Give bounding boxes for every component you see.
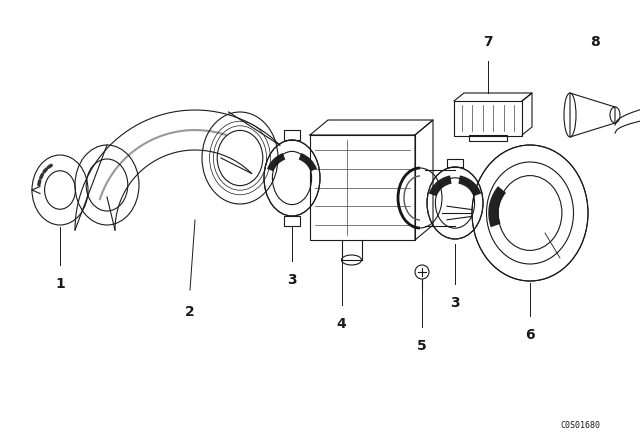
Bar bbox=[454, 101, 522, 136]
Wedge shape bbox=[267, 153, 285, 171]
Bar bbox=[284, 216, 300, 226]
Text: 7: 7 bbox=[483, 35, 493, 49]
Bar bbox=[469, 135, 507, 141]
Wedge shape bbox=[488, 186, 506, 227]
Text: 8: 8 bbox=[590, 35, 600, 49]
Text: 6: 6 bbox=[525, 328, 535, 342]
Text: 2: 2 bbox=[185, 305, 195, 319]
Bar bbox=[284, 130, 300, 140]
Bar bbox=[447, 159, 463, 167]
Text: 3: 3 bbox=[287, 273, 297, 287]
Text: 3: 3 bbox=[450, 296, 460, 310]
Text: 1: 1 bbox=[55, 277, 65, 291]
Text: 5: 5 bbox=[417, 339, 427, 353]
Wedge shape bbox=[429, 176, 452, 196]
Wedge shape bbox=[458, 176, 481, 196]
Bar bbox=[310, 135, 415, 240]
Wedge shape bbox=[299, 153, 317, 171]
Text: C0S01680: C0S01680 bbox=[560, 421, 600, 430]
Text: 4: 4 bbox=[337, 317, 346, 331]
